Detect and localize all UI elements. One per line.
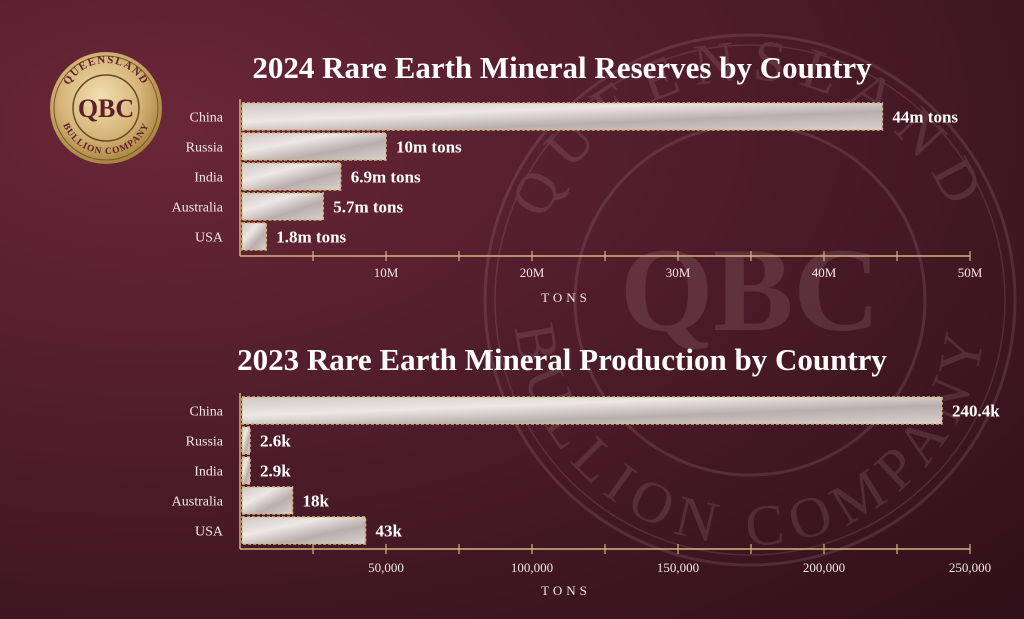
x-tick-label: 20M: [520, 265, 545, 280]
bar-russia: [241, 132, 387, 161]
category-label: China: [190, 111, 224, 126]
bar-russia: [241, 426, 251, 455]
bar-australia: [241, 192, 324, 221]
x-tick-label: 150,000: [657, 560, 699, 575]
category-label: Australia: [172, 495, 224, 510]
data-label: 10m tons: [396, 138, 462, 157]
bar-australia: [241, 486, 294, 515]
x-tick-label: 200,000: [803, 560, 845, 575]
x-axis-label: TONS: [541, 290, 591, 305]
chart-title: 2023 Rare Earth Mineral Production by Co…: [237, 342, 887, 377]
x-axis-label: TONS: [541, 583, 591, 598]
chart-2: 2023 Rare Earth Mineral Production by Co…: [172, 342, 1001, 598]
bar-india: [241, 456, 251, 485]
data-label: 240.4k: [952, 402, 1000, 421]
data-label: 18k: [303, 492, 330, 511]
category-label: China: [190, 405, 224, 420]
watermark-monogram: QBC: [620, 223, 880, 356]
brand-logo: QUEENSLAND BULLION COMPANY QBC: [50, 52, 162, 164]
category-label: USA: [195, 231, 224, 246]
logo-monogram: QBC: [78, 94, 134, 123]
chart-1: 2024 Rare Earth Mineral Reserves by Coun…: [172, 50, 983, 305]
bar-usa: [241, 516, 367, 545]
data-label: 43k: [376, 522, 403, 541]
category-label: India: [194, 171, 224, 186]
x-tick-label: 50,000: [368, 560, 404, 575]
x-tick-label: 10M: [374, 265, 399, 280]
bar-usa: [241, 222, 268, 251]
data-label: 5.7m tons: [333, 198, 403, 217]
x-tick-label: 250,000: [949, 560, 991, 575]
data-label: 6.9m tons: [351, 168, 421, 187]
bar-china: [241, 396, 943, 425]
x-tick-label: 30M: [666, 265, 691, 280]
chart-title: 2024 Rare Earth Mineral Reserves by Coun…: [252, 50, 872, 85]
bar-india: [241, 162, 342, 191]
data-label: 1.8m tons: [276, 228, 346, 247]
data-label: 2.9k: [260, 462, 291, 481]
x-tick-label: 100,000: [511, 560, 553, 575]
category-label: USA: [195, 525, 224, 540]
data-label: 44m tons: [892, 108, 958, 127]
category-label: Russia: [186, 141, 224, 156]
category-label: Australia: [172, 201, 224, 216]
x-tick-label: 50M: [958, 265, 983, 280]
category-label: India: [194, 465, 224, 480]
data-label: 2.6k: [260, 432, 291, 451]
bar-china: [241, 102, 884, 131]
category-label: Russia: [186, 435, 224, 450]
x-tick-label: 40M: [812, 265, 837, 280]
